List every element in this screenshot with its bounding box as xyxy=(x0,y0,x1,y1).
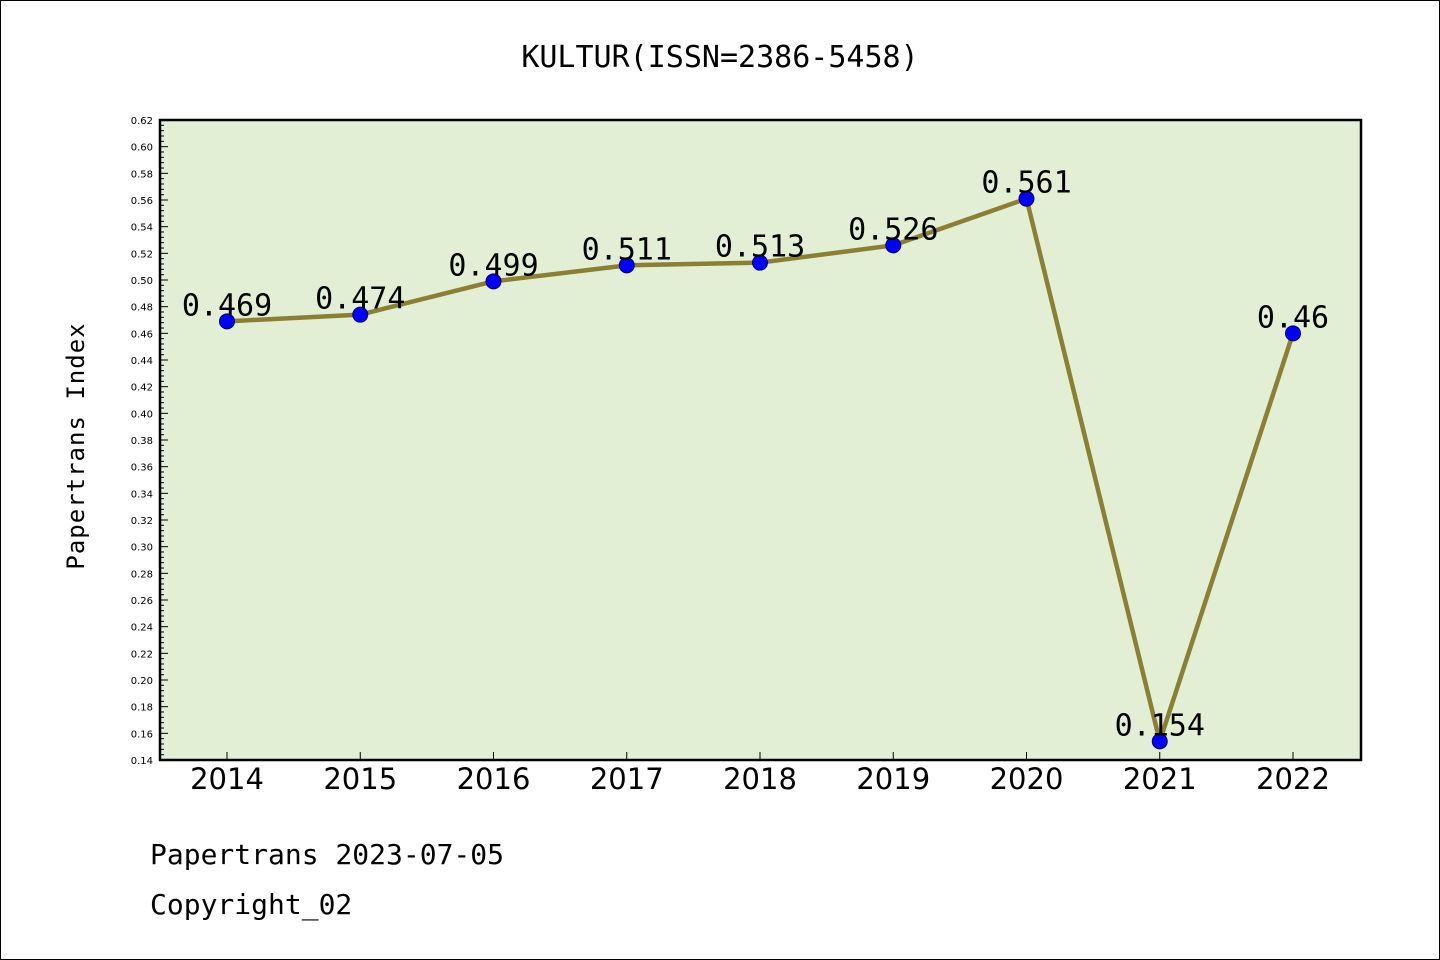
y-tick-label: 0.54 xyxy=(131,223,153,234)
data-label: 0.561 xyxy=(981,166,1071,201)
y-tick-label: 0.52 xyxy=(131,249,153,260)
data-label: 0.513 xyxy=(715,230,805,265)
y-tick-label: 0.40 xyxy=(131,409,153,420)
y-tick-label: 0.56 xyxy=(131,196,153,207)
data-label: 0.474 xyxy=(315,282,405,317)
y-axis-label: Papertrans Index xyxy=(62,322,90,569)
data-label: 0.511 xyxy=(582,232,672,267)
y-tick-label: 0.42 xyxy=(131,383,153,394)
data-point-marker xyxy=(752,254,768,271)
y-tick-label: 0.32 xyxy=(131,516,153,527)
series-group xyxy=(219,190,1301,750)
y-tick-label: 0.16 xyxy=(131,729,153,740)
y-tick-label: 0.14 xyxy=(131,756,153,767)
footer-date: Papertrans 2023-07-05 xyxy=(150,838,504,871)
x-tick-label: 2016 xyxy=(457,762,531,796)
y-tick-label: 0.50 xyxy=(131,276,153,287)
x-tick-label: 2017 xyxy=(590,762,664,796)
plot-border xyxy=(158,118,1363,762)
y-tick-label: 0.60 xyxy=(131,143,153,154)
footer-copyright: Copyright_02 xyxy=(150,888,352,922)
chart-title: KULTUR(ISSN=2386-5458) xyxy=(521,40,918,75)
x-axis: 2014 2015 2016 2017 2018 2019 2020 2021 2022 xyxy=(190,752,1330,796)
y-tick-label: 0.34 xyxy=(131,489,153,500)
data-point-marker xyxy=(352,306,369,323)
y-tick-label: 0.22 xyxy=(131,649,153,660)
plot-area xyxy=(160,120,1361,760)
data-point-marker xyxy=(1151,733,1168,750)
data-label: 0.469 xyxy=(182,288,272,323)
data-point-marker xyxy=(219,313,235,330)
x-tick-label: 2014 xyxy=(190,762,264,796)
y-tick-label: 0.20 xyxy=(131,676,153,687)
y-tick-label: 0.26 xyxy=(131,596,153,607)
data-label: 0.499 xyxy=(448,248,538,283)
y-tick-label: 0.46 xyxy=(131,329,153,340)
x-tick-label: 2021 xyxy=(1123,762,1197,796)
y-tick-label: 0.48 xyxy=(131,303,153,314)
y-tick-label: 0.18 xyxy=(131,703,153,714)
x-tick-label: 2020 xyxy=(990,762,1064,796)
x-tick-label: 2019 xyxy=(856,762,930,796)
y-tick-label: 0.30 xyxy=(131,543,153,554)
data-label: 0.154 xyxy=(1115,708,1205,743)
data-label: 0.526 xyxy=(848,212,938,247)
x-tick-label: 2015 xyxy=(323,762,397,796)
x-tick-label: 2022 xyxy=(1256,762,1330,796)
data-point-marker xyxy=(885,237,902,254)
data-point-marker xyxy=(1018,190,1035,207)
y-tick-label: 0.58 xyxy=(131,169,153,180)
x-tick-label: 2018 xyxy=(723,762,797,796)
y-tick-label: 0.28 xyxy=(131,569,153,580)
data-point-marker xyxy=(485,273,502,290)
y-tick-label: 0.38 xyxy=(131,436,153,447)
data-label: 0.46 xyxy=(1257,300,1329,335)
y-tick-label: 0.62 xyxy=(131,116,153,127)
data-point-marker xyxy=(618,257,635,274)
data-point-marker xyxy=(1285,325,1301,342)
y-tick-label: 0.36 xyxy=(131,463,153,474)
y-tick-label: 0.24 xyxy=(131,623,153,634)
y-tick-label: 0.44 xyxy=(131,356,153,367)
data-labels-group: 0.469 0.474 0.499 0.511 0.513 0.526 0.561 0.154… xyxy=(182,166,1329,744)
